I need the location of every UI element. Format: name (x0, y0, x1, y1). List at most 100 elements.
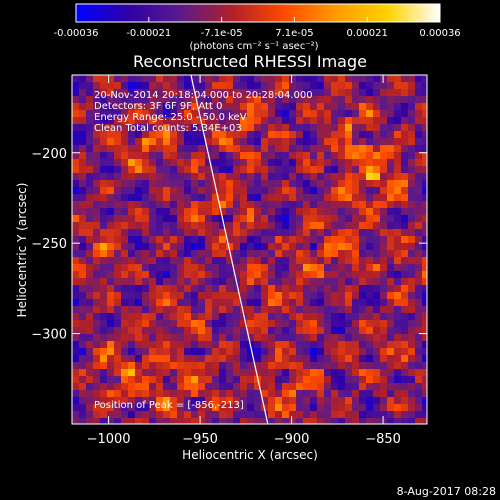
heatmap-cell (135, 334, 143, 342)
heatmap-cell (359, 299, 367, 307)
heatmap-cell (142, 278, 150, 286)
heatmap-cell (247, 292, 255, 300)
heatmap-cell (205, 124, 213, 132)
heatmap-cell (79, 257, 87, 265)
heatmap-cell (219, 82, 227, 90)
heatmap-cell (156, 306, 164, 314)
heatmap-cell (212, 355, 220, 363)
heatmap-cell (156, 82, 164, 90)
heatmap-cell (198, 348, 206, 356)
heatmap-cell (226, 348, 234, 356)
heatmap-cell (254, 320, 262, 328)
heatmap-cell (408, 348, 416, 356)
heatmap-cell (93, 89, 101, 97)
heatmap-cell (268, 411, 276, 419)
heatmap-cell (240, 348, 248, 356)
heatmap-cell (72, 201, 80, 209)
heatmap-cell (177, 327, 185, 335)
heatmap-cell (289, 292, 297, 300)
heatmap-cell (198, 390, 206, 398)
heatmap-cell (205, 166, 213, 174)
heatmap-cell (331, 411, 339, 419)
heatmap-cell (380, 82, 388, 90)
heatmap-cell (156, 327, 164, 335)
heatmap-cell (93, 215, 101, 223)
heatmap-cell (212, 362, 220, 370)
heatmap-cell (317, 313, 325, 321)
heatmap-cell (198, 397, 206, 405)
heatmap-cell (366, 131, 374, 139)
heatmap-cell (219, 397, 227, 405)
heatmap-cell (93, 299, 101, 307)
heatmap-cell (170, 362, 178, 370)
heatmap-cell (268, 173, 276, 181)
heatmap-cell (72, 355, 80, 363)
heatmap-cell (415, 208, 423, 216)
heatmap-cell (415, 229, 423, 237)
heatmap-cell (198, 250, 206, 258)
heatmap-cell (303, 96, 311, 104)
heatmap-cell (72, 257, 80, 265)
heatmap-cell (219, 341, 227, 349)
heatmap-cell (303, 278, 311, 286)
heatmap-cell (394, 327, 402, 335)
heatmap-cell (387, 285, 395, 293)
heatmap-cell (114, 124, 122, 132)
heatmap-cell (415, 110, 423, 118)
heatmap-cell (142, 362, 150, 370)
colorbar-tick-label: 7.1e-05 (275, 28, 313, 39)
heatmap-cell (114, 320, 122, 328)
heatmap-cell (247, 376, 255, 384)
heatmap-cell (338, 145, 346, 153)
heatmap-cell (359, 131, 367, 139)
heatmap-cell (408, 327, 416, 335)
heatmap-cell (310, 390, 318, 398)
heatmap-cell (303, 236, 311, 244)
heatmap-cell (240, 341, 248, 349)
heatmap-cell (289, 166, 297, 174)
heatmap-cell (170, 117, 178, 125)
heatmap-cell (310, 285, 318, 293)
heatmap-cell (156, 404, 164, 412)
heatmap-cell (310, 355, 318, 363)
heatmap-cell (338, 250, 346, 258)
heatmap-cell (408, 313, 416, 321)
heatmap-cell (86, 117, 94, 125)
heatmap-cell (135, 201, 143, 209)
heatmap-cell (79, 187, 87, 195)
heatmap-cell (86, 390, 94, 398)
heatmap-cell (226, 362, 234, 370)
heatmap-cell (163, 418, 171, 424)
heatmap-cell (261, 397, 269, 405)
heatmap-cell (177, 194, 185, 202)
heatmap-cell (408, 110, 416, 118)
heatmap-cell (408, 145, 416, 153)
heatmap-cell (289, 82, 297, 90)
heatmap-cell (142, 96, 150, 104)
heatmap-cell (184, 306, 192, 314)
heatmap-cell (352, 173, 360, 181)
heatmap-cell (359, 383, 367, 391)
heatmap-cell (233, 201, 241, 209)
heatmap-cell (156, 138, 164, 146)
heatmap-cell (331, 327, 339, 335)
heatmap-cell (100, 89, 108, 97)
heatmap-cell (261, 187, 269, 195)
heatmap-cell (345, 110, 353, 118)
heatmap-cell (415, 145, 423, 153)
heatmap-cell (296, 117, 304, 125)
heatmap-cell (387, 397, 395, 405)
heatmap-cell (380, 194, 388, 202)
heatmap-cell (86, 131, 94, 139)
heatmap-cell (121, 376, 129, 384)
heatmap-cell (93, 222, 101, 230)
heatmap-cell (268, 187, 276, 195)
heatmap-cell (310, 341, 318, 349)
heatmap-cell (366, 411, 374, 419)
heatmap-cell (401, 313, 409, 321)
heatmap-cell (93, 292, 101, 300)
heatmap-cell (226, 110, 234, 118)
heatmap-cell (226, 334, 234, 342)
heatmap-cell (219, 418, 227, 424)
heatmap-cell (198, 187, 206, 195)
